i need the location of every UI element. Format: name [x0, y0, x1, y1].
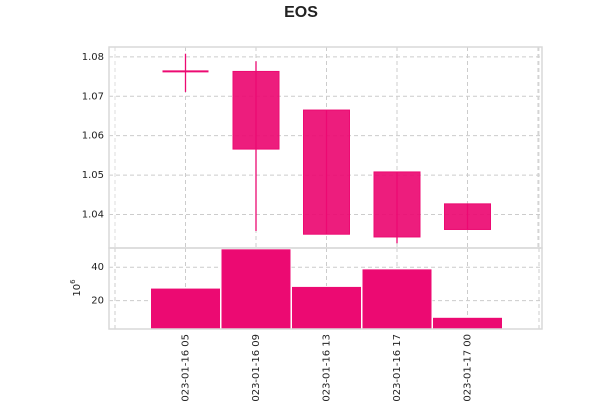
price-tick-label: 1.05 — [82, 170, 104, 181]
price-tick-label: 1.08 — [82, 52, 104, 63]
candle-body — [444, 203, 491, 230]
price-tick-label: 1.07 — [82, 91, 104, 102]
candle-body — [373, 171, 421, 238]
volume-bar — [150, 287, 221, 330]
volume-bar — [361, 268, 433, 330]
price-tick-label: 1.04 — [82, 210, 104, 221]
x-tick-label: 023-01-17 00 — [463, 334, 474, 402]
chart-title: EOS — [284, 4, 318, 21]
x-axis: 023-01-16 05 023-01-16 09 023-01-16 13 023-… — [181, 334, 474, 402]
candle — [162, 53, 209, 92]
candle — [444, 203, 491, 230]
price-panel: 1.04 1.05 1.06 1.07 1.08 — [82, 46, 543, 249]
volume-tick-label: 40 — [91, 262, 104, 273]
x-tick-label: 023-01-16 05 — [181, 334, 192, 402]
x-tick-label: 023-01-16 17 — [392, 334, 403, 402]
volume-scale-label: 106 — [69, 279, 83, 297]
candle — [232, 61, 280, 232]
volume-bar — [220, 248, 292, 330]
x-tick-label: 023-01-16 09 — [251, 334, 262, 402]
volume-bar — [291, 285, 362, 330]
candle — [303, 109, 350, 235]
candle-body — [232, 70, 280, 150]
volume-bar — [432, 316, 503, 330]
candle-body — [303, 109, 350, 235]
x-tick-label: 023-01-16 13 — [322, 334, 333, 402]
price-tick-label: 1.06 — [82, 131, 104, 142]
candle — [373, 171, 421, 244]
volume-tick-label: 20 — [91, 296, 104, 307]
volume-panel-frame — [108, 247, 543, 330]
